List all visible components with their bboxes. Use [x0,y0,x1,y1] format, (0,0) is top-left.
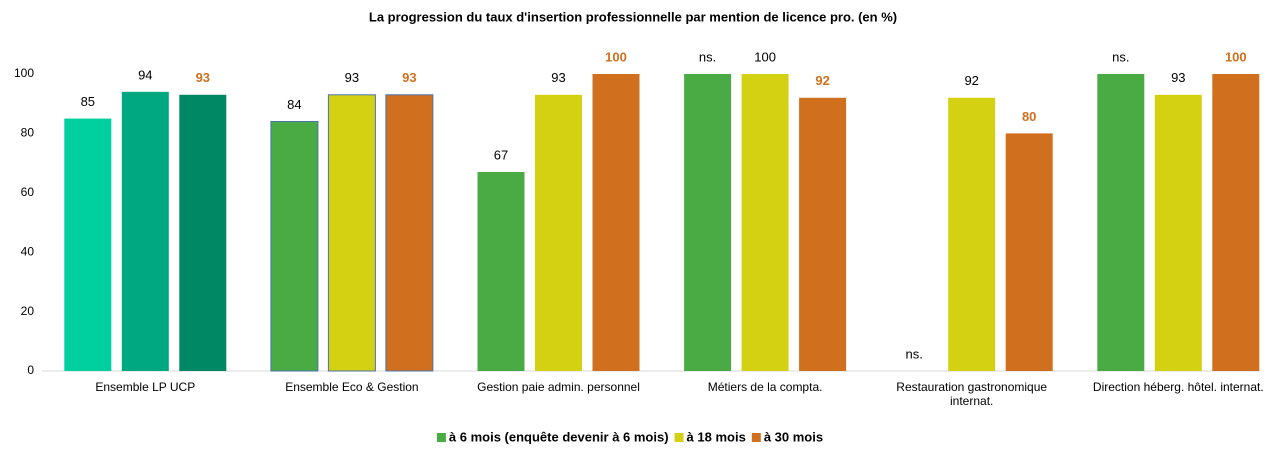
bar [535,94,582,371]
value-label: 92 [964,73,978,88]
bar [741,74,789,371]
bar [385,94,434,372]
bar [799,97,847,371]
y-tick-label: 60 [21,185,35,199]
value-label: 84 [287,97,301,112]
bar [592,74,640,371]
legend-label: à 6 mois (enquête devenir à 6 mois) [449,429,669,444]
legend-label: à 18 mois [687,429,746,444]
y-tick-label: 0 [27,363,34,377]
y-tick-label: 20 [21,304,35,318]
y-tick-label: 100 [14,66,34,80]
value-label: 100 [605,49,627,64]
x-tick-label: Ensemble Eco & Gestion [285,380,419,394]
legend: à 6 mois (enquête devenir à 6 mois) à 18 … [436,429,823,444]
value-label: ns. [906,346,923,361]
legend-swatch [751,433,761,442]
x-tick-label: Métiers de la compta. [707,380,823,394]
y-tick-label: 80 [21,126,35,140]
value-label: 92 [815,73,829,88]
value-label: 67 [494,147,508,162]
bar [270,121,319,372]
bar [948,97,996,371]
value-label: 80 [1022,109,1036,124]
bar [477,172,525,371]
bar [684,74,732,371]
bar [179,94,227,371]
value-label: 85 [81,94,95,109]
x-tick-label: Gestion paie admin. personnel [477,380,640,394]
bar [1154,94,1202,371]
bar [1097,74,1145,371]
bar [121,91,169,371]
legend-label: à 30 mois [764,429,823,444]
bar [1212,74,1260,371]
x-tick-label: Ensemble LP UCP [95,380,196,394]
legend-swatch [436,433,446,442]
value-label: 93 [402,70,416,85]
value-label: 93 [1171,70,1185,85]
bar [64,118,112,371]
bar [1005,133,1053,371]
value-label: 94 [138,67,152,82]
x-tick-label: Direction héberg. hôtel. internat. [1092,380,1264,394]
x-tick-label: Restauration gastronomique internat. [896,380,1048,408]
chart-title: La progression du taux d'insertion profe… [369,9,897,24]
value-label: ns. [699,49,716,64]
value-label: 93 [551,70,565,85]
value-label: 100 [1225,49,1247,64]
bar [327,94,376,372]
value-label: ns. [1112,49,1129,64]
legend-swatch [674,433,684,442]
y-tick-label: 40 [21,244,35,258]
value-label: 100 [754,49,776,64]
value-label: 93 [196,70,210,85]
value-label: 93 [345,70,359,85]
